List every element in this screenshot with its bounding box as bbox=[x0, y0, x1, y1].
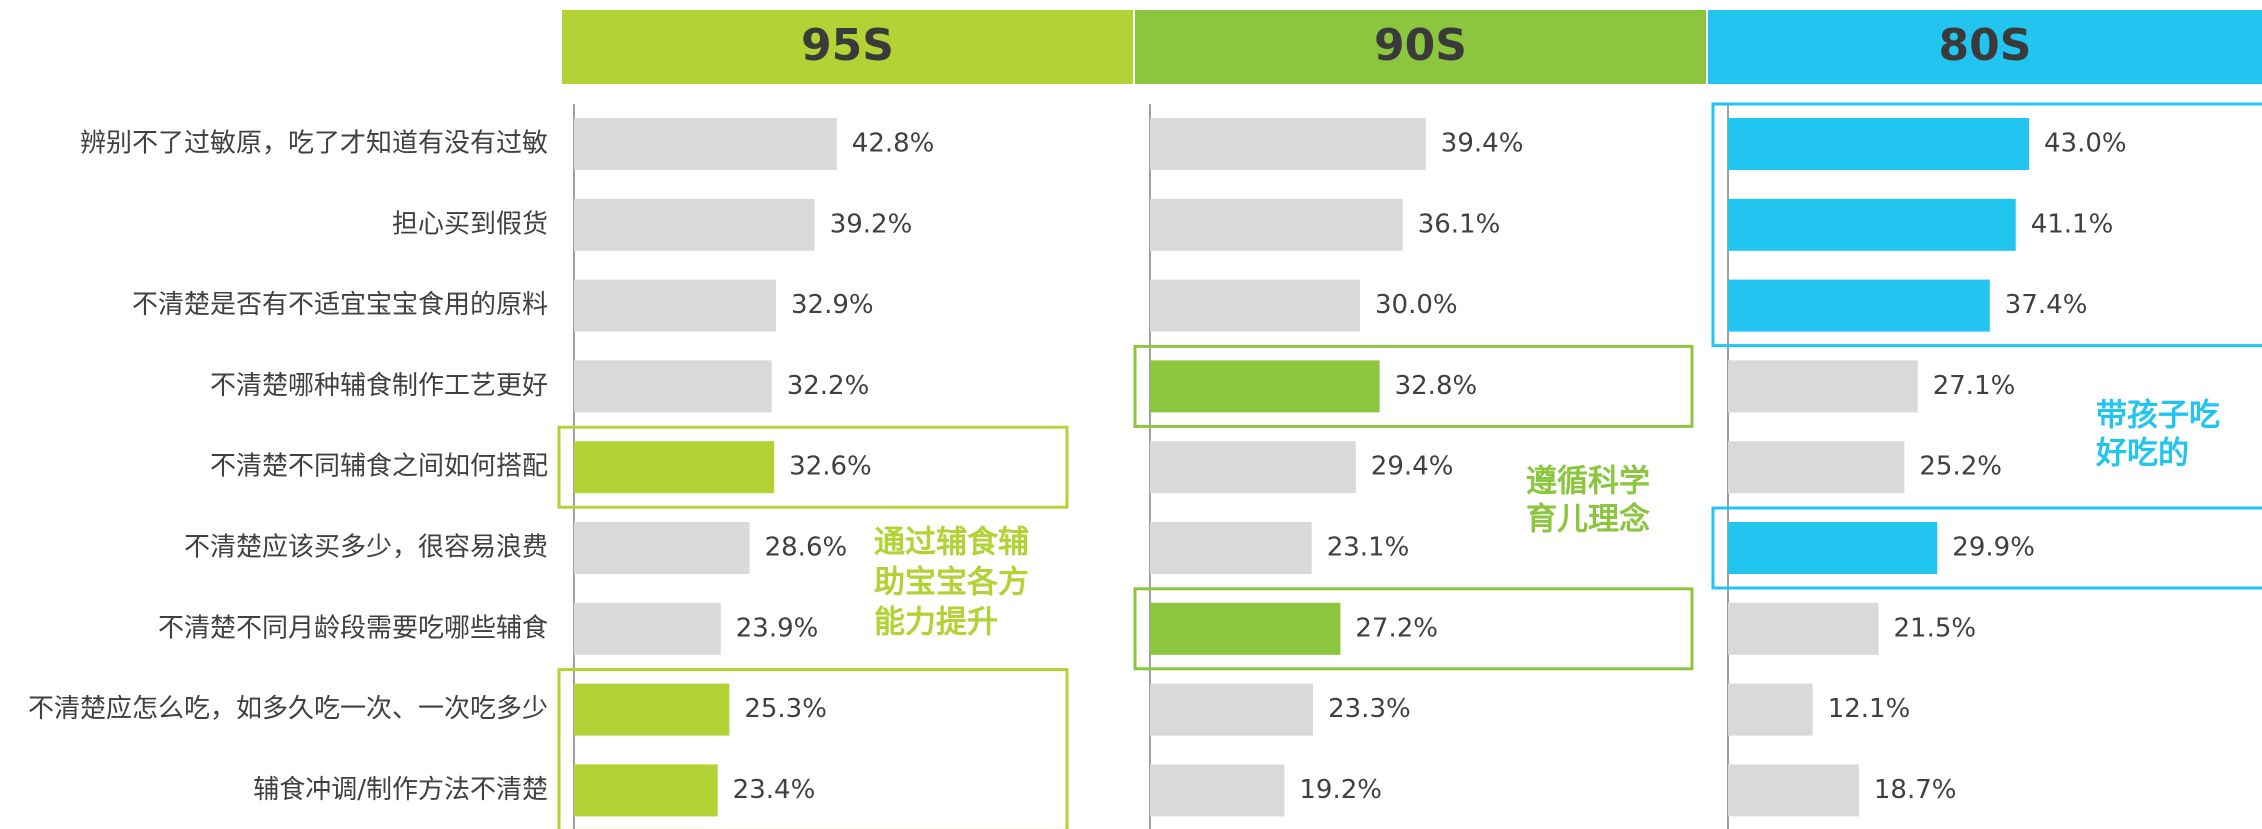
bar bbox=[1728, 764, 1859, 817]
annotation: 遵循科学 bbox=[1526, 464, 1650, 500]
panel-header bbox=[1708, 10, 2262, 84]
value-label: 37.4% bbox=[2005, 290, 2088, 320]
category-label: 不清楚不同月龄段需要吃哪些辅食 bbox=[158, 613, 548, 643]
bar bbox=[1728, 279, 1990, 332]
value-label: 39.2% bbox=[830, 209, 913, 239]
highlight-box bbox=[557, 668, 1069, 829]
category-label: 不清楚是否有不适宜宝宝食用的原料 bbox=[132, 290, 548, 320]
bar bbox=[1728, 441, 1905, 494]
value-label: 12.1% bbox=[1828, 694, 1911, 724]
bar bbox=[1150, 198, 1403, 251]
panel-title: 95S bbox=[801, 20, 894, 71]
value-label: 23.4% bbox=[733, 775, 816, 805]
value-label: 41.1% bbox=[2031, 209, 2114, 239]
value-label: 32.8% bbox=[1395, 371, 1478, 401]
value-label: 27.2% bbox=[1355, 613, 1438, 643]
highlight-box bbox=[557, 425, 1069, 509]
bar bbox=[1728, 602, 1879, 655]
value-label: 25.2% bbox=[1919, 452, 2002, 482]
highlight-box bbox=[1133, 587, 1694, 671]
category-label: 辅食冲调/制作方法不清楚 bbox=[253, 775, 548, 805]
highlight-box bbox=[1711, 506, 2262, 590]
bar bbox=[574, 441, 775, 494]
value-label: 39.4% bbox=[1441, 129, 1524, 159]
panel-title: 80S bbox=[1939, 20, 2032, 71]
bar bbox=[1728, 522, 1938, 574]
annotation: 能力提升 bbox=[874, 605, 998, 641]
value-label: 36.1% bbox=[1418, 209, 1501, 239]
value-label: 25.3% bbox=[744, 694, 827, 724]
annotation: 带孩子吃 bbox=[2096, 398, 2220, 434]
bar bbox=[1150, 602, 1341, 655]
value-label: 29.4% bbox=[1371, 452, 1454, 482]
value-label: 23.9% bbox=[736, 613, 819, 643]
category-label: 担心买到假货 bbox=[392, 209, 548, 239]
bar bbox=[1150, 764, 1285, 817]
value-label: 27.1% bbox=[1933, 371, 2016, 401]
category-label: 不清楚应怎么吃，如多久吃一次、一次吃多少 bbox=[28, 694, 548, 724]
value-label: 19.2% bbox=[1299, 775, 1382, 805]
bar bbox=[1150, 441, 1356, 494]
bar bbox=[1150, 279, 1360, 332]
category-label: 不清楚哪种辅食制作工艺更好 bbox=[210, 371, 548, 401]
bar bbox=[1150, 683, 1314, 736]
value-label: 18.7% bbox=[1874, 775, 1957, 805]
bar bbox=[1150, 522, 1312, 574]
bar bbox=[1728, 683, 1813, 736]
bar bbox=[1728, 118, 2029, 170]
bar bbox=[574, 602, 721, 655]
bar bbox=[574, 198, 815, 251]
bar bbox=[1728, 198, 2016, 251]
bar bbox=[574, 279, 777, 332]
bar bbox=[574, 360, 772, 413]
category-label: 辨别不了过敏原，吃了才知道有没有过敏 bbox=[80, 129, 548, 159]
highlight-box bbox=[1133, 344, 1694, 428]
value-label: 30.0% bbox=[1375, 290, 1458, 320]
value-label: 43.0% bbox=[2044, 129, 2127, 159]
value-label: 32.2% bbox=[787, 371, 870, 401]
category-label: 不清楚应该买多少，很容易浪费 bbox=[184, 533, 548, 563]
bar bbox=[1728, 360, 1918, 413]
annotation: 好吃的 bbox=[2095, 436, 2189, 472]
value-label: 29.9% bbox=[1952, 533, 2035, 563]
value-label: 21.5% bbox=[1894, 613, 1977, 643]
highlight-box bbox=[1711, 102, 2262, 348]
bar bbox=[574, 522, 750, 574]
panel-header bbox=[1135, 10, 1706, 84]
bar bbox=[574, 683, 730, 736]
value-label: 23.1% bbox=[1327, 533, 1410, 563]
bar bbox=[574, 764, 718, 817]
annotation: 助宝宝各方 bbox=[874, 565, 1029, 601]
bar bbox=[1150, 360, 1380, 413]
value-label: 32.6% bbox=[789, 452, 872, 482]
annotation: 通过辅食辅 bbox=[874, 525, 1029, 561]
value-label: 32.9% bbox=[791, 290, 874, 320]
value-label: 23.3% bbox=[1328, 694, 1411, 724]
category-label: 不清楚不同辅食之间如何搭配 bbox=[210, 452, 548, 482]
bar bbox=[1150, 118, 1426, 170]
value-label: 42.8% bbox=[852, 129, 935, 159]
annotation: 育儿理念 bbox=[1526, 502, 1650, 538]
panel-header bbox=[562, 10, 1133, 84]
panel-title: 90S bbox=[1374, 20, 1467, 71]
bar bbox=[574, 118, 837, 170]
value-label: 28.6% bbox=[765, 533, 848, 563]
